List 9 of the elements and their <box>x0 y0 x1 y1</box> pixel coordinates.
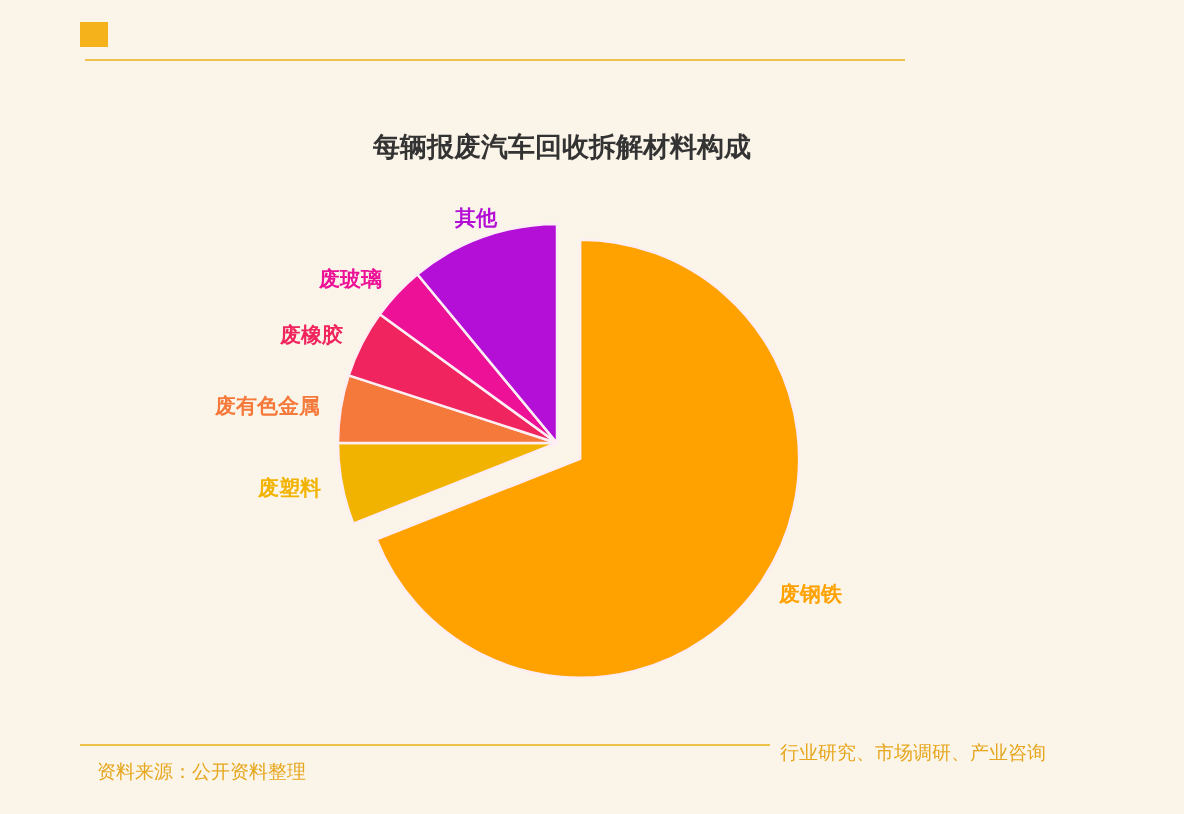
chart-title: 每辆报废汽车回收拆解材料构成 <box>372 132 751 162</box>
slice-label: 废橡胶 <box>279 322 344 346</box>
slice-label: 废塑料 <box>257 476 322 500</box>
text: 资料来源：公开资料整理 <box>97 760 306 782</box>
slice-label: 其他 <box>453 205 498 229</box>
text: 行业研究、市场调研、产业咨询 <box>780 741 1046 763</box>
slice-label: 废有色金属 <box>213 393 320 417</box>
slice-label: 废钢铁 <box>777 582 843 606</box>
slice-label: 废玻璃 <box>318 267 383 291</box>
